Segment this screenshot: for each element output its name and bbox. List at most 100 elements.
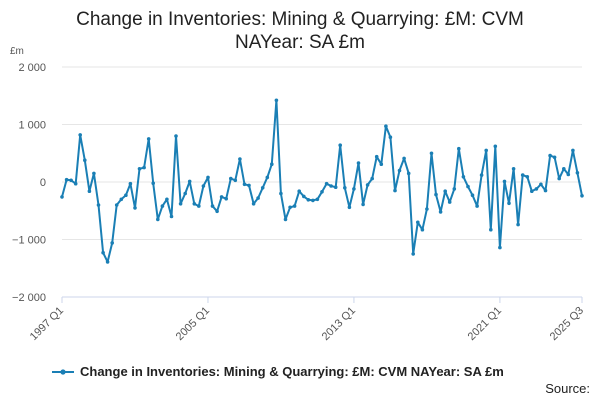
data-point[interactable]: [251, 202, 256, 206]
data-point[interactable]: [87, 189, 92, 193]
data-point[interactable]: [165, 197, 169, 202]
data-point[interactable]: [110, 241, 114, 245]
data-point[interactable]: [178, 202, 183, 206]
data-point[interactable]: [238, 157, 242, 161]
data-point[interactable]: [566, 172, 571, 177]
data-point[interactable]: [256, 196, 260, 200]
data-point[interactable]: [548, 153, 552, 158]
data-point[interactable]: [333, 185, 338, 189]
data-point[interactable]: [297, 189, 302, 193]
data-point[interactable]: [365, 183, 370, 187]
data-point[interactable]: [279, 191, 283, 196]
data-point[interactable]: [69, 178, 73, 183]
data-point[interactable]: [247, 183, 251, 188]
data-point[interactable]: [302, 194, 306, 199]
data-point[interactable]: [507, 201, 511, 206]
data-point[interactable]: [552, 155, 557, 160]
data-point[interactable]: [411, 252, 416, 256]
data-point[interactable]: [206, 175, 210, 180]
data-point[interactable]: [156, 217, 160, 222]
data-point[interactable]: [105, 260, 110, 264]
data-point[interactable]: [160, 204, 165, 208]
data-point[interactable]: [343, 186, 347, 190]
data-point[interactable]: [530, 189, 534, 193]
data-point[interactable]: [379, 162, 384, 166]
data-point[interactable]: [315, 197, 320, 202]
data-point[interactable]: [402, 156, 406, 161]
data-point[interactable]: [457, 146, 461, 151]
data-point[interactable]: [260, 186, 265, 190]
data-point[interactable]: [338, 143, 343, 147]
data-point[interactable]: [219, 195, 224, 199]
data-point[interactable]: [470, 193, 475, 197]
data-point[interactable]: [274, 98, 279, 103]
data-point[interactable]: [292, 204, 297, 208]
data-point[interactable]: [447, 200, 452, 204]
data-point[interactable]: [183, 191, 187, 196]
data-point[interactable]: [580, 194, 584, 198]
data-point[interactable]: [516, 222, 520, 227]
data-point[interactable]: [489, 227, 493, 232]
data-point[interactable]: [475, 204, 479, 208]
data-point[interactable]: [151, 181, 155, 185]
data-point[interactable]: [265, 175, 270, 180]
data-point[interactable]: [128, 181, 133, 186]
data-point[interactable]: [320, 190, 324, 194]
data-point[interactable]: [575, 171, 580, 175]
data-point[interactable]: [534, 187, 539, 191]
data-point[interactable]: [96, 203, 101, 207]
data-point[interactable]: [224, 196, 228, 201]
data-point[interactable]: [420, 227, 425, 232]
data-point[interactable]: [283, 217, 288, 222]
data-point[interactable]: [311, 198, 315, 203]
data-point[interactable]: [60, 195, 64, 199]
data-point[interactable]: [416, 220, 420, 225]
data-point[interactable]: [324, 181, 329, 186]
data-point[interactable]: [73, 181, 78, 186]
data-point[interactable]: [502, 179, 507, 184]
data-point[interactable]: [229, 176, 233, 181]
data-point[interactable]: [397, 168, 402, 173]
data-point[interactable]: [493, 144, 498, 149]
data-point[interactable]: [443, 189, 448, 193]
data-point[interactable]: [484, 148, 489, 153]
data-point[interactable]: [374, 154, 379, 159]
data-point[interactable]: [520, 173, 525, 177]
data-point[interactable]: [543, 188, 548, 193]
data-point[interactable]: [101, 250, 105, 255]
data-point[interactable]: [461, 175, 466, 179]
data-point[interactable]: [370, 176, 375, 181]
data-point[interactable]: [210, 204, 215, 208]
data-point[interactable]: [356, 161, 361, 165]
data-point[interactable]: [557, 176, 561, 181]
data-point[interactable]: [242, 182, 247, 187]
data-point[interactable]: [233, 178, 238, 183]
data-point[interactable]: [142, 165, 146, 170]
data-point[interactable]: [146, 137, 151, 141]
data-point[interactable]: [215, 209, 219, 214]
data-point[interactable]: [270, 162, 274, 166]
data-point[interactable]: [124, 193, 128, 197]
data-point[interactable]: [133, 206, 137, 210]
data-point[interactable]: [119, 197, 124, 202]
data-point[interactable]: [498, 245, 502, 250]
data-point[interactable]: [393, 188, 397, 193]
data-point[interactable]: [479, 173, 484, 177]
data-point[interactable]: [571, 148, 575, 153]
data-point[interactable]: [361, 202, 365, 207]
data-point[interactable]: [352, 187, 356, 191]
data-point[interactable]: [192, 202, 197, 206]
data-point[interactable]: [388, 135, 393, 139]
data-point[interactable]: [64, 177, 69, 182]
data-point[interactable]: [429, 151, 434, 156]
data-point[interactable]: [384, 124, 388, 128]
data-point[interactable]: [329, 184, 333, 188]
data-point[interactable]: [78, 133, 82, 137]
data-point[interactable]: [92, 171, 96, 176]
data-point[interactable]: [83, 158, 87, 162]
data-point[interactable]: [347, 205, 352, 210]
data-point[interactable]: [169, 214, 174, 219]
data-point[interactable]: [452, 187, 457, 191]
legend[interactable]: Change in Inventories: Mining & Quarryin…: [52, 364, 504, 379]
data-point[interactable]: [438, 210, 443, 214]
